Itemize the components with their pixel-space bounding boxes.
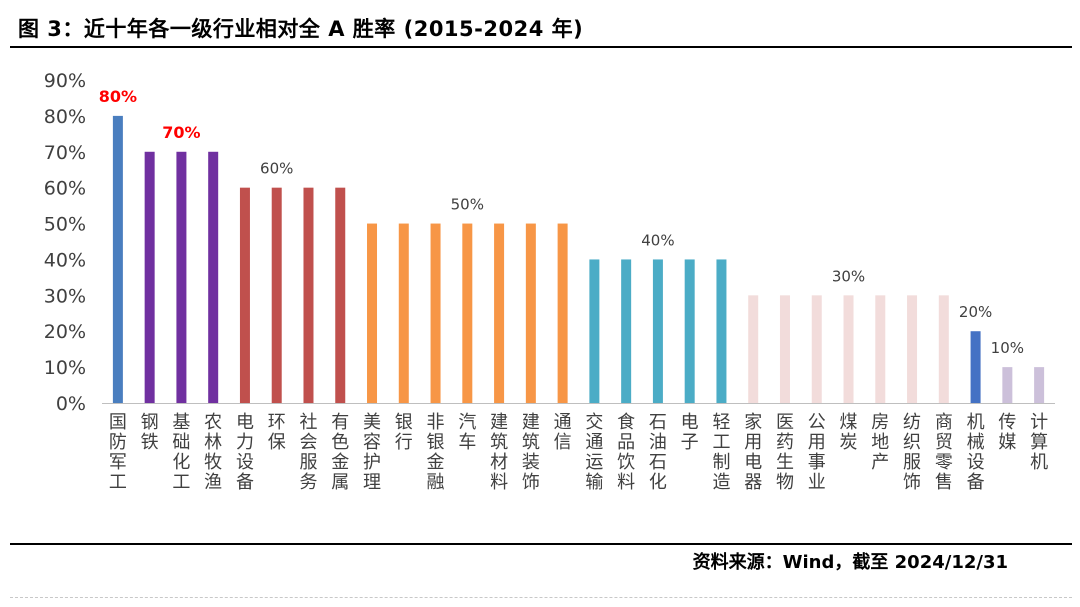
- bar-机械设备: [970, 331, 981, 403]
- bar-传媒: [1002, 367, 1013, 403]
- bar-钢铁: [144, 151, 155, 403]
- x-tick-label: 医药生物: [776, 412, 794, 493]
- bar-商贸零售: [938, 295, 949, 403]
- y-tick-label: 70%: [44, 142, 86, 164]
- bar-电力设备: [239, 187, 250, 403]
- data-label: 70%: [162, 123, 200, 142]
- x-tick-label: 国防军工: [109, 412, 127, 493]
- bar-建筑装饰: [525, 223, 536, 403]
- x-tick-label: 机械设备: [967, 412, 985, 493]
- bar-纺织服饰: [907, 295, 918, 403]
- bar-公用事业: [811, 295, 822, 403]
- bar-汽车: [462, 223, 473, 403]
- bar-美容护理: [367, 223, 378, 403]
- bars-group: [112, 115, 1045, 403]
- x-tick-label: 房地产: [871, 412, 889, 473]
- x-tick-label: 银行: [395, 412, 413, 453]
- y-tick-label: 40%: [44, 249, 86, 271]
- y-tick-label: 60%: [44, 178, 86, 200]
- bar-银行: [398, 223, 409, 403]
- data-label: 80%: [99, 87, 137, 106]
- x-tick-label: 食品饮料: [617, 412, 635, 493]
- data-labels-group: 80% 70% 60% 50% 40% 30% 20% 10%: [99, 87, 1024, 357]
- title-bar: 图 3：近十年各一级行业相对全 A 胜率 (2015-2024 年): [10, 2, 1072, 48]
- data-label: 20%: [959, 303, 992, 321]
- source-note: 资料来源：Wind，截至 2024/12/31: [692, 552, 1008, 573]
- x-tick-label: 家用电器: [744, 412, 762, 493]
- x-tick-label: 公用事业: [808, 412, 826, 493]
- x-tick-label: 美容护理: [363, 412, 381, 493]
- x-tick-label: 交通运输: [585, 412, 603, 493]
- bar-建筑材料: [494, 223, 505, 403]
- bar-石油石化: [652, 259, 663, 403]
- data-label: 10%: [991, 339, 1024, 357]
- x-tick-label: 汽车: [458, 412, 476, 453]
- bar-通信: [557, 223, 568, 403]
- x-tick-label: 环保: [268, 412, 286, 453]
- data-label: 30%: [832, 267, 865, 285]
- bar-非银金融: [430, 223, 441, 403]
- x-tick-label: 非银金融: [427, 412, 445, 493]
- x-tick-label: 建筑装饰: [522, 412, 540, 493]
- bottom-border: [10, 597, 1072, 598]
- bar-轻工制造: [716, 259, 727, 403]
- y-tick-label: 0%: [56, 393, 86, 415]
- bar-医药生物: [779, 295, 790, 403]
- bar-环保: [271, 187, 282, 403]
- y-axis: 0% 10% 20% 30% 40% 50% 60% 70% 80% 90%: [44, 70, 86, 415]
- bar-交通运输: [589, 259, 600, 403]
- x-tick-label: 通信: [554, 412, 572, 453]
- chart-title: 图 3：近十年各一级行业相对全 A 胜率 (2015-2024 年): [18, 17, 584, 41]
- y-tick-label: 90%: [44, 70, 86, 92]
- data-label: 50%: [451, 196, 484, 214]
- data-label: 40%: [641, 231, 674, 249]
- data-label: 60%: [260, 160, 293, 178]
- y-tick-label: 30%: [44, 285, 86, 307]
- bar-食品饮料: [621, 259, 632, 403]
- bar-社会服务: [303, 187, 314, 403]
- x-tick-label: 煤炭: [840, 412, 858, 453]
- bar-有色金属: [335, 187, 346, 403]
- x-tick-label: 轻工制造: [712, 412, 730, 493]
- y-tick-label: 80%: [44, 106, 86, 128]
- bar-房地产: [875, 295, 886, 403]
- x-tick-label: 石油石化: [649, 412, 667, 493]
- bar-电子: [684, 259, 695, 403]
- bar-家用电器: [748, 295, 759, 403]
- x-tick-label: 农林牧渔: [204, 412, 222, 493]
- x-tick-label: 钢铁: [141, 412, 159, 453]
- x-tick-label: 纺织服饰: [903, 412, 921, 493]
- x-tick-label: 电力设备: [236, 412, 254, 493]
- x-tick-label: 有色金属: [331, 412, 349, 493]
- bar-农林牧渔: [208, 151, 219, 403]
- x-tick-label: 电子: [681, 412, 699, 453]
- source-divider: [10, 543, 1072, 545]
- bar-基础化工: [176, 151, 187, 403]
- x-tick-label: 社会服务: [299, 412, 317, 493]
- bar-计算机: [1034, 367, 1045, 403]
- bar-煤炭: [843, 295, 854, 403]
- x-axis: 国防军工钢铁基础化工农林牧渔电力设备环保社会服务有色金属美容护理银行非银金融汽车…: [102, 403, 1055, 493]
- x-tick-label: 传媒: [998, 412, 1016, 453]
- x-tick-label: 基础化工: [172, 412, 190, 493]
- y-tick-label: 20%: [44, 321, 86, 343]
- y-tick-label: 50%: [44, 214, 86, 236]
- x-tick-label: 建筑材料: [490, 412, 508, 493]
- y-tick-label: 10%: [44, 357, 86, 379]
- x-tick-label: 计算机: [1030, 412, 1048, 473]
- bar-国防军工: [112, 115, 123, 403]
- bar-chart: 0% 10% 20% 30% 40% 50% 60% 70% 80% 90% 80% 70% 60% 5…: [44, 70, 1055, 493]
- x-tick-label: 商贸零售: [935, 412, 953, 493]
